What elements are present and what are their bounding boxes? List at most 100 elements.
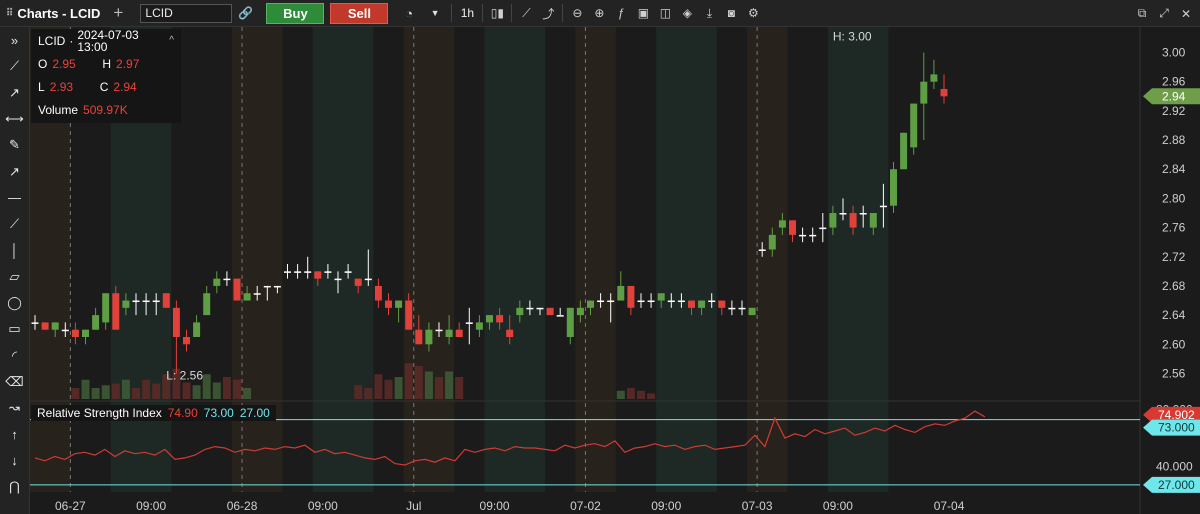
- price-tick-label: 2.84: [1162, 162, 1186, 176]
- volume-bar: [374, 374, 383, 399]
- extended-line-icon[interactable]: ⟋: [9, 216, 20, 232]
- vertical-line-icon[interactable]: │: [10, 243, 19, 259]
- candle-body: [162, 293, 170, 308]
- candle-body: [415, 329, 423, 345]
- symbol-input[interactable]: [140, 3, 233, 23]
- candle-body: [51, 322, 59, 330]
- candle-body: [647, 300, 655, 303]
- candle-body: [41, 322, 49, 330]
- layout-icon[interactable]: ◫: [659, 6, 672, 20]
- time-tick-label: 09:00: [651, 499, 681, 513]
- price-tick-label: 2.68: [1162, 279, 1186, 293]
- open-label: O: [38, 57, 48, 71]
- candle-body: [890, 169, 897, 206]
- clock-icon: ◔: [405, 5, 414, 21]
- top-toolbar: ⠿ Charts - LCID + 🔗 Buy Sell ◔ ▼ 1h ▯▮ ⟋…: [0, 0, 1200, 27]
- candle-body: [688, 300, 695, 308]
- indicators-icon[interactable]: ⤴: [542, 6, 555, 21]
- candle-body: [900, 132, 908, 170]
- horizontal-ray-icon[interactable]: ⟷: [5, 111, 24, 127]
- eraser-icon[interactable]: ⌫: [5, 374, 24, 389]
- rsi-lower-badge: [1143, 476, 1200, 493]
- candle-body: [617, 285, 625, 301]
- volume-bar: [142, 379, 151, 399]
- chart-area[interactable]: 3.00 2.96 2.92 2.88 2.84 2.80 2.76 2.72 2.68 2.64…: [30, 27, 1200, 514]
- session-band: [656, 27, 717, 492]
- ray-icon[interactable]: ↗: [9, 84, 20, 100]
- close-icon[interactable]: ✕: [1180, 6, 1192, 21]
- volume-label: Volume: [38, 103, 79, 117]
- candle-body: [385, 300, 392, 308]
- price-tick-label: 2.64: [1162, 308, 1186, 322]
- toolbar-divider: [482, 4, 484, 22]
- gear-icon[interactable]: ⚙: [748, 6, 759, 20]
- volume-value: 509.97K: [83, 103, 128, 117]
- candle-body: [364, 278, 372, 281]
- rsi-upper: 73.00: [203, 406, 234, 420]
- candle-body: [667, 300, 675, 303]
- arrow-icon[interactable]: ↗: [9, 163, 20, 179]
- session-band: [312, 27, 374, 492]
- price-tick-label: 2.72: [1162, 250, 1186, 264]
- candle-body: [455, 329, 463, 337]
- draw-line-icon[interactable]: ⟋: [522, 5, 531, 20]
- drag-handle-icon[interactable]: ⠿: [6, 7, 14, 19]
- candle-body: [748, 307, 756, 316]
- candle-body: [829, 213, 837, 228]
- popout-icon[interactable]: ⧉: [1137, 6, 1147, 20]
- volume-bar: [132, 388, 140, 399]
- candle-body: [82, 329, 89, 337]
- volume-bar: [233, 379, 241, 399]
- zoom-in-icon[interactable]: ⊕: [594, 6, 605, 20]
- candle-body: [859, 213, 867, 215]
- low-value: 2.93: [49, 80, 74, 94]
- sell-button[interactable]: Sell: [330, 2, 389, 24]
- function-icon[interactable]: ƒ: [618, 6, 625, 20]
- arc-icon[interactable]: ◜: [11, 347, 18, 363]
- volume-bar: [243, 388, 252, 399]
- rectangle-icon[interactable]: ▭: [8, 321, 21, 337]
- arrow-down-icon[interactable]: ↓: [11, 453, 18, 469]
- image-icon[interactable]: ▣: [637, 6, 650, 20]
- high-value: 2.97: [116, 57, 140, 71]
- maximize-icon[interactable]: ⤢: [1159, 6, 1169, 20]
- rsi-value: 74.90: [167, 406, 198, 420]
- candle-body: [819, 227, 827, 230]
- trend-line-icon[interactable]: ⟋: [9, 58, 20, 74]
- volume-bar: [394, 377, 403, 399]
- volume-bar: [212, 382, 221, 399]
- zoom-out-icon[interactable]: ⊖: [572, 6, 583, 20]
- layers-icon[interactable]: ◈: [682, 6, 692, 20]
- chart-type-dropdown[interactable]: ◔ ▼: [396, 3, 448, 23]
- last-price-label: 2.94: [1162, 89, 1186, 103]
- volume-bar: [101, 385, 110, 399]
- time-tick-label: 09:00: [480, 499, 510, 513]
- arrow-up-icon[interactable]: ↑: [11, 427, 18, 443]
- link-icon[interactable]: 🔗: [238, 6, 254, 20]
- time-tick-label: 09:00: [823, 499, 853, 513]
- magnet-icon[interactable]: ⋂: [9, 479, 20, 495]
- download-icon[interactable]: ⤓: [706, 5, 713, 20]
- buy-button[interactable]: Buy: [266, 2, 325, 24]
- chevron-up-icon[interactable]: ^: [169, 35, 174, 46]
- trend-arrow-icon[interactable]: ↝: [9, 400, 20, 416]
- horizontal-line-icon[interactable]: —: [8, 190, 21, 206]
- candle-body: [526, 307, 534, 310]
- add-chart-icon[interactable]: +: [113, 3, 124, 22]
- candle-body: [576, 307, 584, 316]
- rsi-tick-label: 40.000: [1156, 459, 1193, 473]
- last-price-badge: [1143, 88, 1200, 105]
- ellipse-icon[interactable]: ◯: [7, 295, 22, 311]
- parallelogram-icon[interactable]: ▱: [9, 268, 20, 284]
- time-tick-label: 06-27: [55, 499, 86, 513]
- interval-button[interactable]: 1h: [460, 6, 475, 20]
- rsi-upper-badge: [1143, 419, 1200, 436]
- candle-body: [294, 271, 302, 273]
- brush-icon[interactable]: ✎: [9, 137, 20, 153]
- camera-icon[interactable]: ◙: [727, 6, 736, 20]
- chevrons-right-icon[interactable]: »: [10, 32, 19, 48]
- candles-icon[interactable]: ▯▮: [490, 6, 504, 20]
- volume-bar: [71, 388, 80, 399]
- candle-body: [213, 278, 221, 286]
